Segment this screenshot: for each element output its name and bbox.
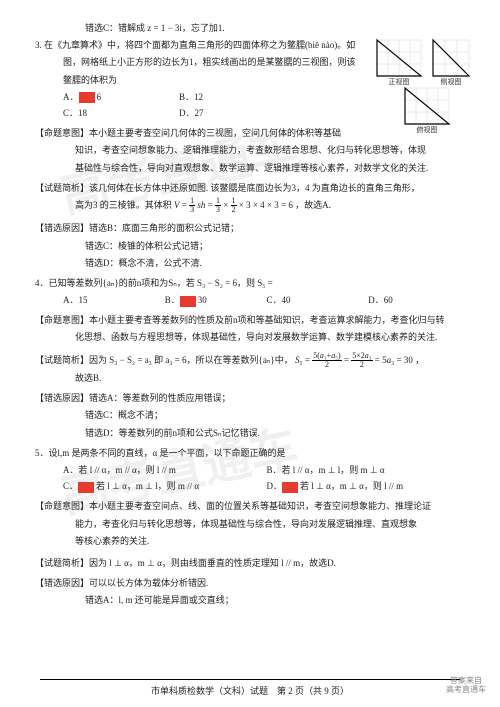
- q5-stem: 5．设l,m 是两条不同的直线，α 是一个平面，以下命题正确的是: [35, 445, 470, 461]
- q3-stem: 鳖臑的体积为: [35, 72, 470, 88]
- q4-intent: 化思想、函数与方程思想等，体现基础性，导向对发展数学运算、数学建模核心素养的关注…: [35, 329, 470, 345]
- q5-option-a: A．若 l // α，m // α，则 l // m: [63, 462, 267, 478]
- q5-wrong-head: 【错选原因】可以以长方体为载体分析错因.: [35, 575, 470, 591]
- q5-analysis: 【试题简析】因为 l ⊥ α，m ⊥ α，则由线面垂直的性质定理知 l // m…: [35, 555, 470, 571]
- q3-option-a: A．6: [63, 89, 179, 105]
- q4-analysis: 【试题简析】因为 S₃ − S₂ = a₃ 即 a₃ = 6，所以在等差数列{a…: [35, 352, 470, 369]
- q3-analysis: 高为3 的三棱锥。其体积 V = 13 sh = 13 × 12 × 3 × 4…: [35, 197, 470, 214]
- corner-attribution: 答案来自高考直通车: [446, 676, 486, 695]
- q3-wrong-c: 错选C：棱锥的体积公式记错；: [35, 238, 470, 254]
- q3-option-c: C．18: [63, 105, 179, 121]
- q4-option-d: D．60: [368, 292, 470, 308]
- q3-option-d: D．27: [179, 105, 295, 121]
- q5-intent: 能力，考查化归与转化思想等，体现基础性与综合性，导向对发展逻辑推理、直观想象: [35, 516, 470, 532]
- q5-wrong-a: 错选A：l, m 还可能是异面或交直线；: [35, 592, 470, 608]
- q3-intent: 基础性与综合性，导向对直观想象、数学运算、逻辑推理等核心素养，对数学文化的关注.: [35, 160, 470, 176]
- q3-intent: 【命题意图】本小题主要考查空间几何体的三视图，空间几何体的体积等基础: [35, 125, 470, 141]
- q4-option-a: A．15: [63, 292, 165, 308]
- highlight-box: [79, 92, 95, 103]
- q4-stem: 4．已知等差数列{aₙ}的前n项和为Sₙ，若 S₃ − S₂ = 6，则 S₅ …: [35, 275, 470, 291]
- q3-stem: 3. 在《九章算术》中，将四个面都为直角三角形的四面体称之为鳖臑(biē nào…: [35, 37, 470, 53]
- q4-wrong-c: 错选C：概念不清；: [35, 407, 470, 423]
- q5-option-c: C．若 l ⊥ α，m ⊥ l，则 m // α: [63, 478, 267, 494]
- q3-stem: 图，网格纸上小正方形的边长为1，粗实线画出的是某鳖臑的三视图，则该: [35, 54, 470, 70]
- q5-option-b: B．若 l // α，m ⊥ l，则 m ⊥ α: [267, 462, 471, 478]
- highlight-box: [282, 482, 298, 493]
- q4-analysis-end: 故选B.: [35, 370, 470, 386]
- q4-intent: 【命题意图】本小题主要考查等差数列的性质及前n项和等基础知识，考查运算求解能力，…: [35, 312, 470, 328]
- highlight-box: [180, 296, 196, 307]
- page-footer: 市单科质检数学（文科）试题 第 2 页（共 9 页）: [0, 679, 500, 699]
- q5-intent: 【命题意图】本小题主要考查空间点、线、面的位置关系等基础知识，考查空间想象能力、…: [35, 498, 470, 514]
- q4-wrong-d: 错选D：等差数列的前n项和公式Sₙ记忆错误.: [35, 425, 470, 441]
- q4-wrong-a: 【错选原因】错选A：等差数列的性质应用错误；: [35, 390, 470, 406]
- q4-option-b: B．30: [165, 292, 267, 308]
- q3-wrong-d: 错选D：概念不清，公式不清.: [35, 255, 470, 271]
- q5-intent: 等核心素养的关注.: [35, 533, 470, 549]
- q3-wrong-b: 【错选原因】错选B：底面三角形的面积公式记错；: [35, 220, 470, 236]
- q3-intent: 知识，考查空间想象能力、逻辑推理能力，考查数形结合思想、化归与转化思想等，体现: [35, 142, 470, 158]
- q3-option-b: B．12: [179, 89, 295, 105]
- page-content: 错选C：错解成 z = 1 − 3i，忘了加1. 3. 在《九章算术》中，将四个…: [35, 20, 470, 609]
- highlight-box: [78, 482, 94, 493]
- q4-option-c: C．40: [267, 292, 369, 308]
- q2-wrong-c: 错选C：错解成 z = 1 − 3i，忘了加1.: [35, 20, 470, 36]
- q5-option-d: D．若 l ⊥ α，m ⊥ α，则 l // m: [267, 478, 471, 494]
- q3-analysis: 【试题简析】该几何体在长方体中还原如图. 该鳖臑是底面边长为3，4 为直角边长的…: [35, 180, 470, 196]
